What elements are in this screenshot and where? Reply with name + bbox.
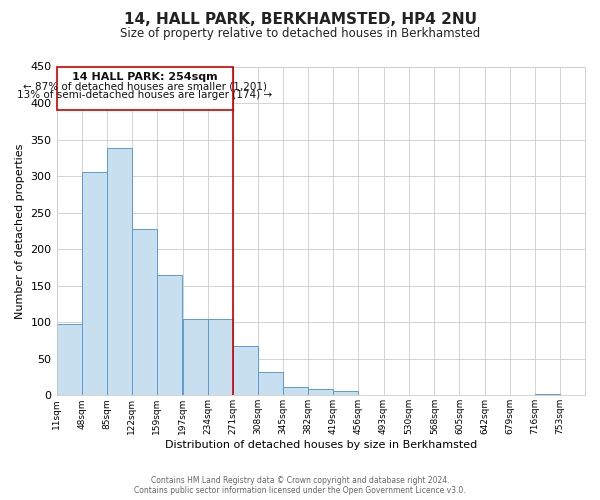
X-axis label: Distribution of detached houses by size in Berkhamsted: Distribution of detached houses by size …: [164, 440, 477, 450]
Bar: [56, 324, 82, 396]
Bar: [283, 388, 308, 396]
Bar: [308, 388, 334, 396]
Text: Contains public sector information licensed under the Open Government Licence v3: Contains public sector information licen…: [134, 486, 466, 495]
Text: 14 HALL PARK: 254sqm: 14 HALL PARK: 254sqm: [72, 72, 218, 82]
Bar: [334, 391, 358, 396]
Bar: [183, 318, 208, 396]
Y-axis label: Number of detached properties: Number of detached properties: [15, 143, 25, 318]
Bar: [258, 372, 283, 396]
Bar: [107, 148, 132, 396]
Text: 14, HALL PARK, BERKHAMSTED, HP4 2NU: 14, HALL PARK, BERKHAMSTED, HP4 2NU: [124, 12, 476, 28]
Text: 13% of semi-detached houses are larger (174) →: 13% of semi-detached houses are larger (…: [17, 90, 272, 100]
Bar: [82, 172, 107, 396]
Bar: [233, 346, 258, 396]
Bar: [56, 66, 233, 110]
Text: ← 87% of detached houses are smaller (1,201): ← 87% of detached houses are smaller (1,…: [23, 81, 267, 91]
Bar: [157, 274, 182, 396]
Text: Size of property relative to detached houses in Berkhamsted: Size of property relative to detached ho…: [120, 28, 480, 40]
Bar: [208, 318, 233, 396]
Text: Contains HM Land Registry data © Crown copyright and database right 2024.: Contains HM Land Registry data © Crown c…: [151, 476, 449, 485]
Bar: [535, 394, 560, 396]
Bar: [132, 228, 157, 396]
